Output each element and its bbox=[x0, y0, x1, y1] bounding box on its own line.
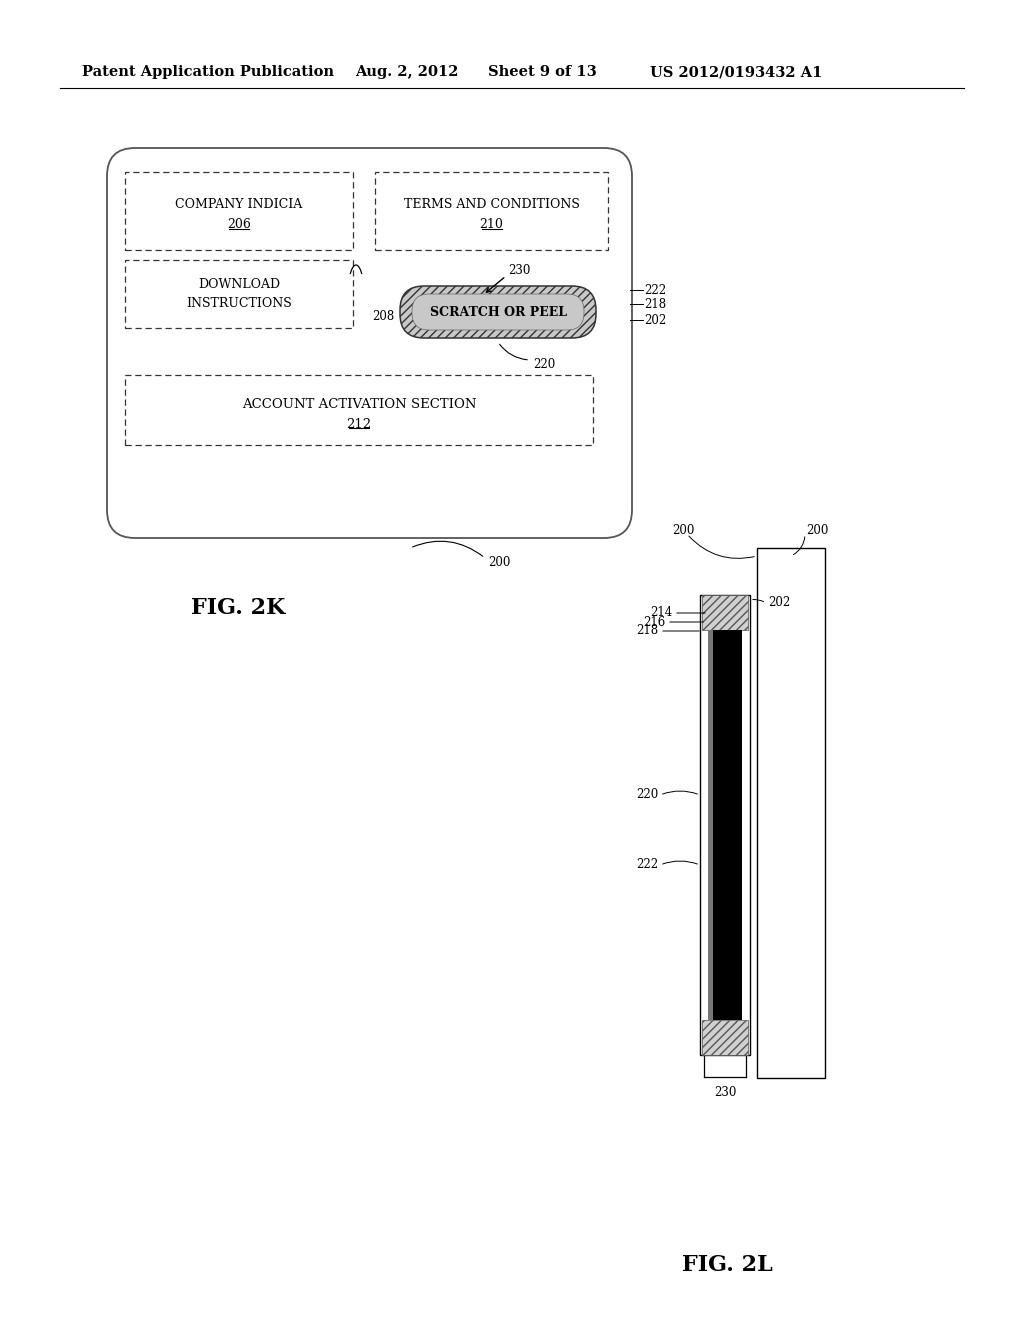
Bar bbox=[700, 595, 750, 1055]
Text: US 2012/0193432 A1: US 2012/0193432 A1 bbox=[650, 65, 822, 79]
Text: TERMS AND CONDITIONS: TERMS AND CONDITIONS bbox=[403, 198, 580, 211]
FancyBboxPatch shape bbox=[125, 375, 593, 445]
Text: SCRATCH OR PEEL: SCRATCH OR PEEL bbox=[429, 305, 566, 318]
Text: DOWNLOAD
INSTRUCTIONS: DOWNLOAD INSTRUCTIONS bbox=[186, 279, 292, 310]
Bar bbox=[702, 595, 748, 630]
Bar bbox=[708, 630, 742, 1020]
Text: 220: 220 bbox=[534, 358, 555, 371]
FancyBboxPatch shape bbox=[400, 286, 596, 338]
Text: Patent Application Publication: Patent Application Publication bbox=[82, 65, 334, 79]
Text: 212: 212 bbox=[346, 417, 372, 430]
FancyBboxPatch shape bbox=[412, 294, 584, 330]
Text: 202: 202 bbox=[644, 314, 667, 326]
Text: FIG. 2K: FIG. 2K bbox=[190, 597, 286, 619]
Text: 210: 210 bbox=[479, 219, 504, 231]
Text: 230: 230 bbox=[714, 1085, 736, 1098]
Text: 206: 206 bbox=[227, 219, 251, 231]
Bar bbox=[702, 1020, 748, 1055]
FancyBboxPatch shape bbox=[106, 148, 632, 539]
Text: 218: 218 bbox=[644, 297, 667, 310]
Text: Aug. 2, 2012: Aug. 2, 2012 bbox=[355, 65, 459, 79]
Text: 222: 222 bbox=[644, 284, 667, 297]
Text: 214: 214 bbox=[650, 606, 672, 619]
FancyBboxPatch shape bbox=[125, 172, 353, 249]
Text: 216: 216 bbox=[643, 615, 665, 628]
Text: 218: 218 bbox=[636, 624, 658, 638]
Text: 202: 202 bbox=[768, 597, 791, 610]
Text: COMPANY INDICIA: COMPANY INDICIA bbox=[175, 198, 303, 211]
Text: 220: 220 bbox=[636, 788, 658, 801]
Text: 230: 230 bbox=[508, 264, 530, 276]
Text: 200: 200 bbox=[488, 556, 510, 569]
FancyBboxPatch shape bbox=[375, 172, 608, 249]
Text: 208: 208 bbox=[372, 309, 394, 322]
Bar bbox=[708, 630, 713, 1020]
Text: 200: 200 bbox=[806, 524, 828, 536]
Bar bbox=[757, 548, 825, 1078]
Text: FIG. 2L: FIG. 2L bbox=[682, 1254, 772, 1276]
Text: ACCOUNT ACTIVATION SECTION: ACCOUNT ACTIVATION SECTION bbox=[242, 397, 476, 411]
FancyBboxPatch shape bbox=[125, 260, 353, 327]
Text: Sheet 9 of 13: Sheet 9 of 13 bbox=[488, 65, 597, 79]
Text: 200: 200 bbox=[672, 524, 694, 536]
Text: 222: 222 bbox=[636, 858, 658, 871]
